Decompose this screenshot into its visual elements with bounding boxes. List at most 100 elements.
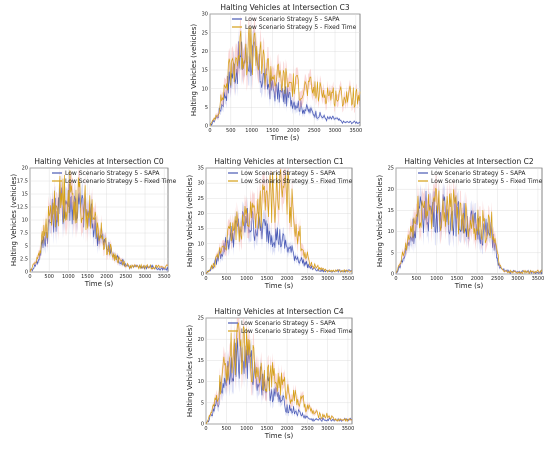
y-tick-label: 25 <box>202 30 208 36</box>
x-tick-label: 1500 <box>450 276 463 282</box>
x-tick-label: 3000 <box>321 426 334 432</box>
x-tick-label: 2000 <box>281 426 294 432</box>
y-tick-label: 15 <box>198 358 204 364</box>
y-tick-label: 20 <box>388 187 394 193</box>
x-tick-label: 2000 <box>100 274 113 280</box>
x-tick-label: 1000 <box>62 274 75 280</box>
legend-entry: Low Scenario Strategy 5 - SAPA <box>65 170 160 177</box>
x-tick-label: 500 <box>226 128 236 134</box>
series-line-1 <box>209 26 361 127</box>
chart-title: Halting Vehicles at Intersection C3 <box>220 3 350 12</box>
x-tick-label: 3500 <box>342 426 355 432</box>
x-tick-label: 1500 <box>260 276 273 282</box>
series-line-0 <box>205 208 353 275</box>
y-tick-label: 20 <box>198 211 204 217</box>
series-band-1 <box>396 173 542 274</box>
y-tick-label: 10 <box>198 241 204 247</box>
y-tick-label: 10 <box>388 229 394 235</box>
x-tick-label: 2500 <box>491 276 504 282</box>
y-axis-label: Halting Vehicles (vehicles) <box>190 24 198 117</box>
y-tick-label: 5 <box>25 244 28 250</box>
legend-entry: Low Scenario Strategy 5 - SAPA <box>245 16 340 23</box>
x-tick-label: 0 <box>28 274 31 280</box>
y-tick-label: 25 <box>198 316 204 322</box>
x-tick-label: 1000 <box>245 128 258 134</box>
y-tick-label: 0 <box>201 422 204 428</box>
series-line-1 <box>395 187 543 275</box>
x-tick-label: 2000 <box>287 128 300 134</box>
y-tick-label: 0 <box>391 272 394 278</box>
y-tick-label: 5 <box>201 256 204 262</box>
series-line-1 <box>205 169 353 274</box>
x-axis-label: Time (s) <box>270 134 300 142</box>
series-line-1 <box>205 322 353 425</box>
y-tick-label: 15 <box>198 226 204 232</box>
x-tick-label: 1500 <box>81 274 94 280</box>
series-band-0 <box>210 27 360 126</box>
legend-entry: Low Scenario Strategy 5 - Fixed Time <box>241 178 353 185</box>
x-tick-label: 1500 <box>260 426 273 432</box>
y-tick-label: 15 <box>22 192 28 198</box>
x-tick-label: 0 <box>208 128 211 134</box>
series-band-1 <box>206 168 352 274</box>
x-tick-label: 3500 <box>532 276 545 282</box>
x-tick-label: 500 <box>222 276 232 282</box>
chart-title: Halting Vehicles at Intersection C1 <box>214 157 344 166</box>
y-tick-label: 5 <box>391 250 394 256</box>
x-tick-label: 500 <box>222 426 232 432</box>
x-tick-label: 2500 <box>301 426 314 432</box>
legend-entry: Low Scenario Strategy 5 - SAPA <box>431 170 526 177</box>
y-tick-label: 25 <box>388 166 394 172</box>
x-axis-label: Time (s) <box>264 282 294 290</box>
y-tick-label: 5 <box>201 400 204 406</box>
x-tick-label: 0 <box>204 426 207 432</box>
x-tick-label: 1500 <box>266 128 279 134</box>
x-tick-label: 3500 <box>342 276 355 282</box>
x-tick-label: 1000 <box>430 276 443 282</box>
x-tick-label: 500 <box>44 274 54 280</box>
y-tick-label: 17.5 <box>17 179 28 185</box>
x-tick-label: 2000 <box>471 276 484 282</box>
x-tick-label: 0 <box>394 276 397 282</box>
series-line-1 <box>29 170 169 273</box>
x-tick-label: 2500 <box>301 276 314 282</box>
series-line-0 <box>205 338 353 424</box>
x-axis-label: Time (s) <box>84 280 114 288</box>
chart-title: Halting Vehicles at Intersection C0 <box>34 157 164 166</box>
x-tick-label: 1000 <box>240 276 253 282</box>
series-line-0 <box>209 41 361 126</box>
y-tick-label: 0 <box>205 124 208 130</box>
chart-title: Halting Vehicles at Intersection C4 <box>214 307 344 316</box>
legend-entry: Low Scenario Strategy 5 - Fixed Time <box>245 24 357 31</box>
y-tick-label: 20 <box>22 166 28 172</box>
series-band-1 <box>210 14 360 126</box>
y-tick-label: 10 <box>22 218 28 224</box>
x-axis-label: Time (s) <box>454 282 484 290</box>
y-tick-label: 20 <box>202 49 208 55</box>
x-tick-label: 3000 <box>329 128 342 134</box>
y-tick-label: 30 <box>198 181 204 187</box>
legend-entry: Low Scenario Strategy 5 - Fixed Time <box>65 178 177 185</box>
x-axis-label: Time (s) <box>264 432 294 440</box>
y-tick-label: 5 <box>205 105 208 111</box>
x-tick-label: 500 <box>412 276 422 282</box>
y-tick-label: 0 <box>201 272 204 278</box>
y-tick-label: 10 <box>198 379 204 385</box>
y-axis-label: Halting Vehicles (vehicles) <box>10 174 18 267</box>
y-tick-label: 7.5 <box>20 231 28 237</box>
y-tick-label: 0 <box>25 270 28 276</box>
y-tick-label: 2.5 <box>20 257 28 263</box>
y-axis-label: Halting Vehicles (vehicles) <box>186 175 194 268</box>
x-tick-label: 3000 <box>511 276 524 282</box>
legend-entry: Low Scenario Strategy 5 - SAPA <box>241 170 336 177</box>
chart-title: Halting Vehicles at Intersection C2 <box>404 157 534 166</box>
series-band-1 <box>30 168 168 272</box>
y-tick-label: 10 <box>202 86 208 92</box>
y-tick-label: 35 <box>198 166 204 172</box>
y-tick-label: 20 <box>198 337 204 343</box>
y-tick-label: 25 <box>198 196 204 202</box>
